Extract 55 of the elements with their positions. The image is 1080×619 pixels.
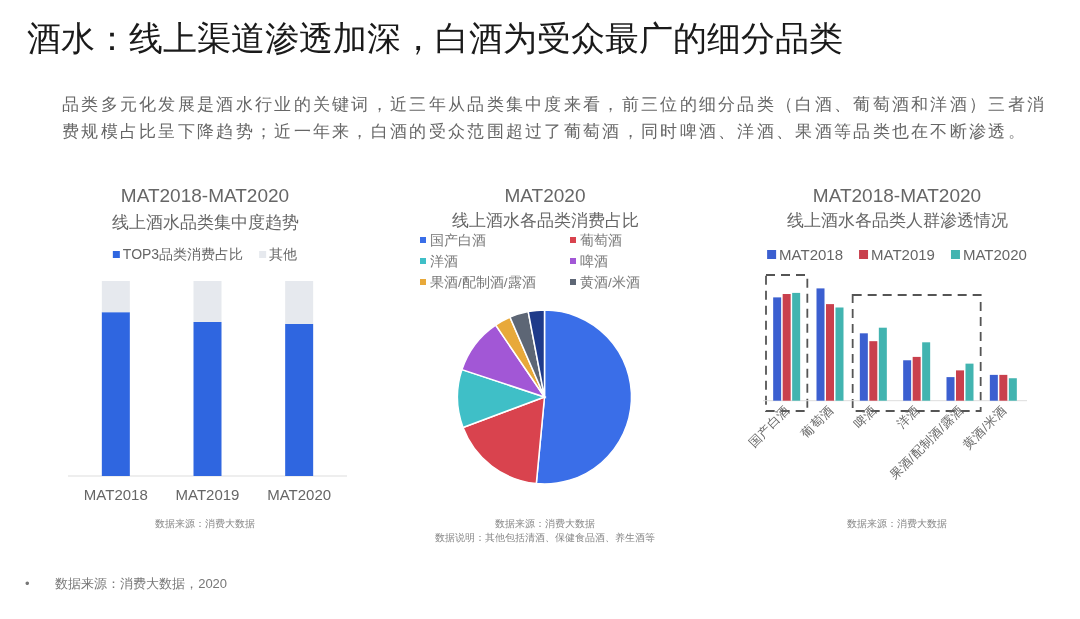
- bar: [101, 281, 130, 313]
- x-tick-label: 国产白酒: [746, 403, 793, 450]
- text: • 数据来源：消费大数据，2020: [25, 575, 228, 593]
- x-tick-label: MAT2020: [267, 486, 332, 503]
- bar: [859, 333, 868, 401]
- annotation: 数据来源：消费大数据: [847, 518, 947, 529]
- legend-label: 其他: [269, 246, 298, 262]
- bar: [782, 294, 791, 401]
- bar: [878, 327, 887, 401]
- subtitle: 线上酒水品类集中度趋势: [111, 213, 299, 231]
- title: MAT2020: [504, 185, 586, 206]
- bar: [826, 304, 834, 401]
- bar: [835, 307, 844, 401]
- bar: [999, 374, 1008, 401]
- annotation: 数据来源：消费大数据: [155, 518, 255, 529]
- bar: [869, 341, 878, 401]
- bar: [903, 360, 912, 401]
- legend-label: MAT2018: [779, 246, 844, 263]
- x-tick-label: 啤酒: [851, 403, 880, 432]
- bar: [922, 342, 931, 401]
- bar: [816, 288, 825, 401]
- bar: [285, 323, 314, 476]
- bar: [1008, 378, 1017, 401]
- text: 品类多元化发展是酒水行业的关键词，近三年从品类集中度来看，前三位的细分品类（白酒、葡萄酒和洋酒）三者消费规模占比呈下降趋势；近一年来，白酒的受众范围超过了葡萄酒，同时啤酒、洋酒、果酒等品类也在不断渗透。: [62, 94, 1048, 143]
- bar: [193, 321, 222, 476]
- bar: [912, 356, 921, 401]
- x-tick-label: MAT2018: [83, 486, 148, 503]
- x-tick-label: MAT2019: [175, 486, 240, 503]
- legend-label: 黄酒/米酒: [580, 275, 640, 290]
- legend-label: 啤酒: [580, 254, 608, 269]
- legend-label: 葡萄酒: [580, 233, 622, 248]
- subtitle: 线上酒水各品类消费占比: [451, 211, 639, 229]
- bar: [792, 292, 801, 401]
- bar: [989, 374, 998, 401]
- legend-label: 果酒/配制酒/露酒: [430, 275, 536, 290]
- legend-label: TOP3品类消费占比: [122, 246, 244, 262]
- bar: [101, 312, 130, 476]
- bar: [965, 363, 974, 401]
- annotation: 数据来源：消费大数据: [495, 518, 595, 529]
- x-tick-label: 洋酒: [894, 403, 923, 432]
- x-tick-label: 葡萄酒: [798, 403, 837, 441]
- text: 酒水：线上渠道渗透加深，白酒为受众最广的细分品类: [27, 18, 843, 59]
- legend-label: MAT2020: [962, 246, 1027, 263]
- legend-label: MAT2019: [871, 246, 935, 263]
- title: MAT2018-MAT2020: [120, 185, 290, 206]
- bar: [773, 297, 782, 401]
- subtitle: 线上酒水各品类人群渗透情况: [786, 211, 1008, 229]
- legend-label: 洋酒: [430, 254, 458, 269]
- legend-label: 国产白酒: [430, 233, 486, 248]
- title: MAT2018-MAT2020: [812, 185, 982, 206]
- bar: [946, 377, 955, 401]
- bar: [285, 281, 314, 324]
- annotation: 数据说明：其他包括清酒、保健食品酒、养生酒等: [435, 532, 655, 543]
- bar: [956, 370, 964, 401]
- bar: [193, 281, 222, 322]
